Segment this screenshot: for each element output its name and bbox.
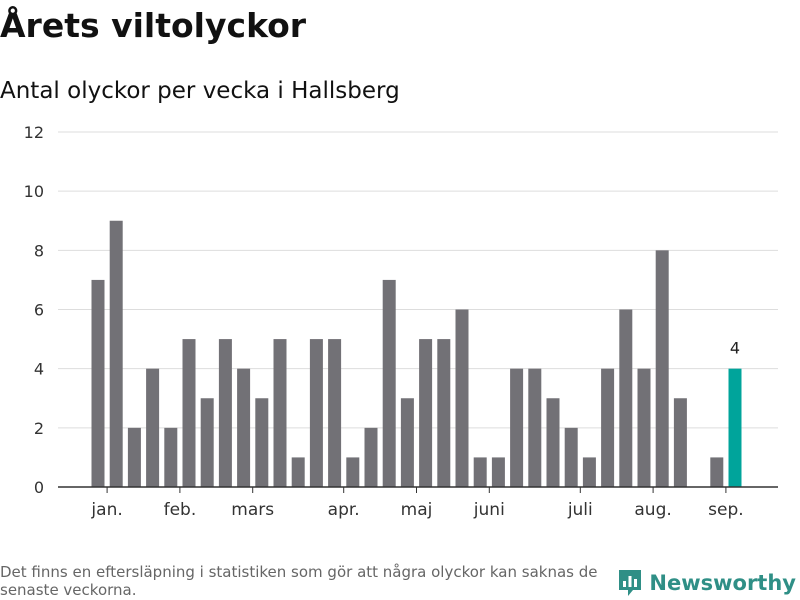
x-tick-label: jan. [90, 500, 122, 520]
y-tick-label: 4 [34, 360, 44, 379]
bar [218, 339, 232, 487]
bar [673, 398, 687, 487]
bar [364, 427, 378, 487]
bar [491, 457, 505, 487]
bar [164, 427, 178, 487]
bar [182, 339, 196, 487]
y-tick-label: 0 [34, 478, 44, 497]
bar [255, 398, 269, 487]
bar [200, 398, 214, 487]
bar [146, 368, 160, 487]
y-tick-label: 10 [24, 182, 44, 201]
footnote: Det finns en eftersläpning i statistiken… [0, 563, 598, 599]
bar [419, 339, 433, 487]
bar [601, 368, 615, 487]
x-tick-label: juli [567, 500, 593, 520]
x-tick-label: feb. [164, 500, 197, 520]
bar-chart: 0 2 4 6 8 10 12 4 jan. feb. mars apr. maj juni juli aug… [24, 123, 778, 520]
bar [91, 279, 105, 487]
y-tick-label: 6 [34, 301, 44, 320]
data-label: 4 [730, 339, 740, 358]
brand-name: Newsworthy [649, 571, 796, 595]
bar-highlight [728, 368, 742, 487]
bar [710, 457, 724, 487]
bar [237, 368, 251, 487]
bar [291, 457, 305, 487]
chart-title: Årets viltolyckor [0, 6, 307, 45]
bar [382, 279, 396, 487]
bar [127, 427, 141, 487]
bar [328, 339, 342, 487]
brand-logo: Newsworthy [617, 568, 796, 598]
bar [273, 339, 287, 487]
bar [655, 250, 669, 487]
bar [309, 339, 323, 487]
y-tick-label: 2 [34, 419, 44, 438]
x-tick-label: juni [473, 500, 505, 520]
bar [400, 398, 414, 487]
bar [455, 309, 469, 487]
bar [637, 368, 651, 487]
bar [437, 339, 451, 487]
bar [528, 368, 542, 487]
y-tick-label: 12 [24, 123, 44, 142]
bar [510, 368, 524, 487]
x-tick-label: maj [401, 500, 433, 520]
bar [564, 427, 578, 487]
bar [473, 457, 487, 487]
x-tick-label: mars [231, 500, 274, 520]
y-tick-label: 8 [34, 241, 44, 260]
bar [109, 220, 123, 487]
x-tick-label: sep. [708, 500, 744, 520]
bar [582, 457, 596, 487]
bar-chart-logo-icon [619, 570, 642, 596]
x-tick-label: aug. [634, 500, 671, 520]
x-tick-label: apr. [328, 500, 360, 520]
chart-subtitle: Antal olyckor per vecka i Hallsberg [0, 78, 400, 104]
bar [619, 309, 633, 487]
bar [346, 457, 360, 487]
bar [546, 398, 560, 487]
